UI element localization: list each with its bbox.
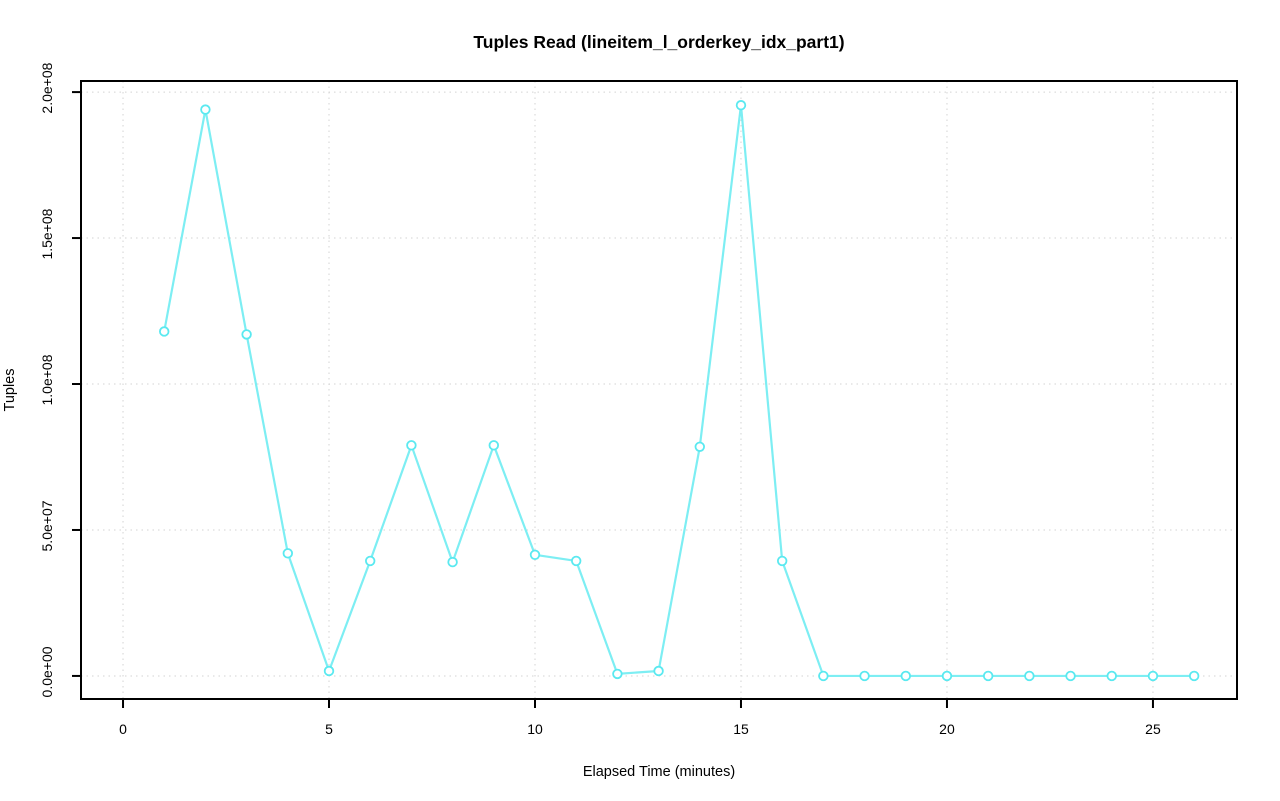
data-point-tuples-read-22 bbox=[1065, 670, 1076, 682]
data-point-tuples-read-14 bbox=[735, 100, 747, 111]
series-line-tuples-read bbox=[163, 104, 1196, 678]
data-point-tuples-read-5 bbox=[365, 555, 376, 567]
y-tick-label-2: 1.0e+08 bbox=[39, 354, 55, 405]
x-tick-label-2: 10 bbox=[527, 721, 543, 737]
data-point-tuples-read-18 bbox=[900, 670, 911, 682]
data-point-tuples-read-2 bbox=[241, 329, 252, 340]
x-tick-label-5: 25 bbox=[1145, 721, 1161, 737]
data-point-tuples-read-21 bbox=[1024, 670, 1035, 682]
data-point-tuples-read-3 bbox=[282, 548, 294, 559]
y-tick-label-1: 5.0e+07 bbox=[39, 500, 55, 551]
x-axis-title: Elapsed Time (minutes) bbox=[583, 764, 735, 780]
data-point-tuples-read-7 bbox=[447, 556, 458, 568]
data-point-tuples-read-19 bbox=[941, 670, 953, 682]
data-point-tuples-read-16 bbox=[818, 670, 829, 682]
data-point-tuples-read-20 bbox=[982, 670, 994, 682]
x-tick-label-0: 0 bbox=[119, 721, 127, 737]
axis-tick-layer: 0 5 10 15 20 25 0.0e+00 5.0e+07 1.0e+08 1.5e+08 2.… bbox=[39, 62, 1161, 737]
data-point-tuples-read-25 bbox=[1188, 670, 1200, 682]
x-tick-label-4: 20 bbox=[939, 721, 955, 737]
data-point-tuples-read-1 bbox=[200, 104, 211, 115]
x-tick-label-3: 15 bbox=[733, 721, 749, 737]
data-point-tuples-read-24 bbox=[1147, 670, 1159, 682]
data-point-tuples-read-12 bbox=[653, 665, 664, 677]
data-point-tuples-read-13 bbox=[694, 441, 705, 452]
y-axis-title: Tuples bbox=[2, 369, 18, 412]
data-point-tuples-read-8 bbox=[488, 440, 499, 451]
data-point-tuples-read-9 bbox=[529, 549, 541, 560]
data-series-layer bbox=[159, 100, 1200, 682]
y-tick-label-4: 2.0e+08 bbox=[39, 62, 55, 113]
chart-title: Tuples Read (lineitem_l_orderkey_idx_par… bbox=[473, 32, 844, 52]
y-tick-label-0: 0.0e+00 bbox=[39, 646, 55, 697]
data-point-tuples-read-23 bbox=[1106, 670, 1117, 682]
data-point-tuples-read-17 bbox=[859, 670, 870, 682]
data-point-tuples-read-10 bbox=[570, 555, 582, 567]
data-point-tuples-read-4 bbox=[323, 665, 335, 677]
x-tick-label-1: 5 bbox=[325, 721, 333, 737]
data-point-tuples-read-11 bbox=[612, 668, 623, 680]
y-tick-label-3: 1.5e+08 bbox=[39, 208, 55, 259]
data-point-tuples-read-15 bbox=[776, 555, 788, 567]
data-point-tuples-read-0 bbox=[159, 326, 170, 337]
data-point-tuples-read-6 bbox=[406, 440, 417, 451]
grid-layer bbox=[81, 81, 1237, 699]
plot-border bbox=[80, 80, 1238, 700]
